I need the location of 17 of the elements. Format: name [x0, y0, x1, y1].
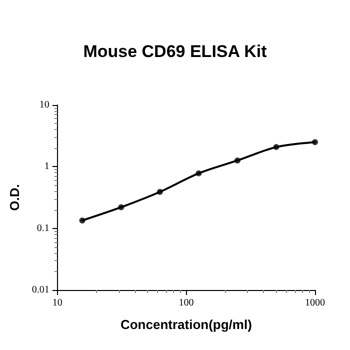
y-axis-title: O.D. — [7, 184, 22, 211]
point — [273, 144, 280, 150]
y-tick-label: 0.1 — [36, 222, 50, 234]
x-tick-label: 1000 — [305, 298, 325, 308]
y-tick-label: 1 — [44, 161, 50, 172]
point — [118, 204, 124, 210]
x-tick-label: 100 — [178, 298, 194, 308]
point — [312, 139, 318, 146]
y-tick-label: 10 — [39, 100, 50, 110]
point — [79, 217, 86, 224]
chart-title: Mouse CD69 ELISA Kit — [83, 42, 268, 61]
point — [234, 157, 240, 164]
point — [156, 188, 163, 195]
x-axis-title: Concentration(pg/ml) — [120, 317, 252, 332]
x-tick-label: 10 — [52, 298, 62, 308]
y-tick-label: 0.01 — [32, 284, 50, 296]
point — [196, 170, 202, 176]
